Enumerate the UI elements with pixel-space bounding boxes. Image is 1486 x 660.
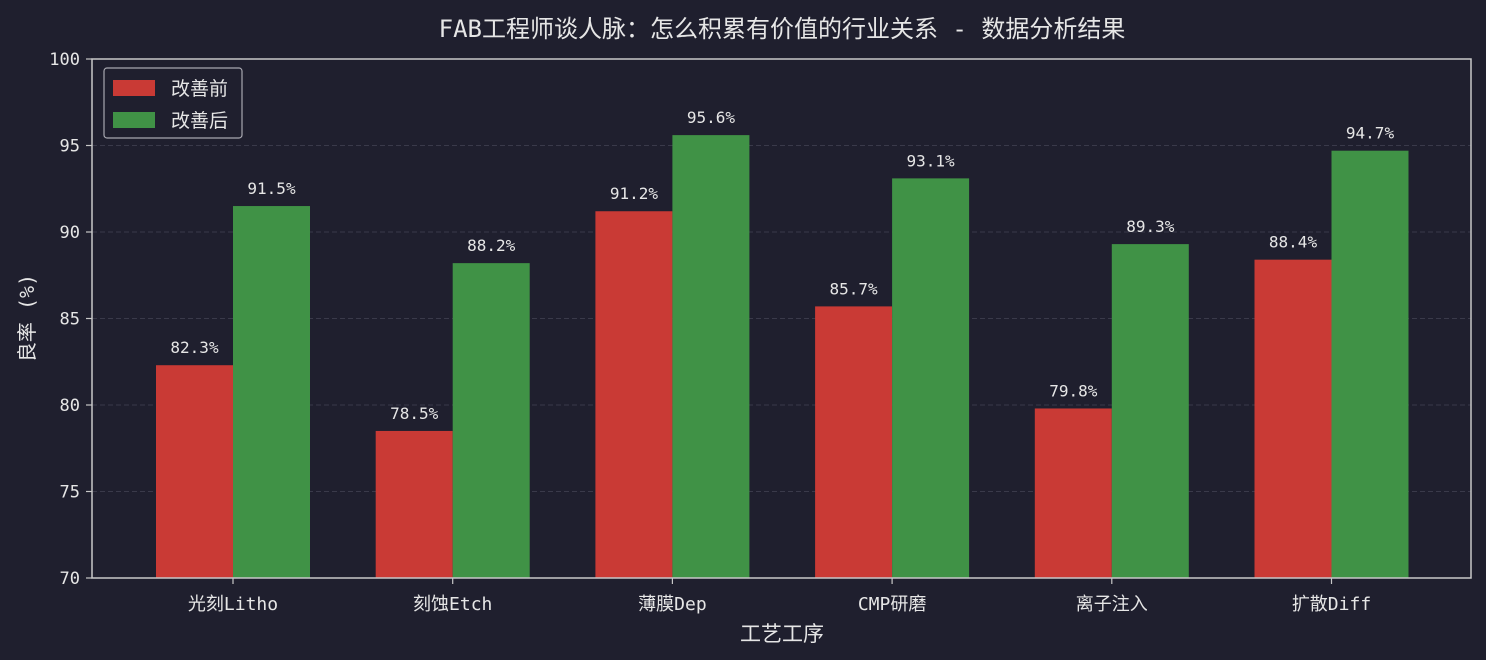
bar-after [233,206,310,579]
data-label: 88.4% [1269,233,1318,252]
bar-after [892,178,970,578]
y-tick-label: 85 [60,310,80,330]
data-label: 82.3% [170,338,219,357]
y-axis-label: 良率 (%) [15,274,39,362]
data-label: 93.1% [907,151,956,170]
bar-before [1254,259,1332,578]
legend-swatch-before [113,80,155,96]
y-tick-label: 70 [60,569,80,589]
bar-before [375,430,453,578]
x-axis-ticks: 光刻Litho 刻蚀Etch 薄膜Dep CMP研磨 离子注入 扩散Diff [188,578,1371,615]
x-tick-label: 离子注入 [1076,594,1148,615]
bar-before [595,211,673,579]
bar-after [1331,150,1409,578]
legend-label-before: 改善前 [171,78,228,100]
data-label: 79.8% [1049,381,1098,400]
y-tick-label: 90 [60,223,80,243]
y-tick-label: 75 [60,483,80,503]
data-label: 88.2% [467,236,516,255]
bar-after [1111,244,1189,579]
bar-after [452,263,530,578]
data-label: 95.6% [687,108,736,127]
x-tick-label: 刻蚀Etch [413,594,492,615]
legend-label-after: 改善后 [171,110,228,132]
y-tick-label: 80 [60,396,80,416]
data-label: 91.2% [610,184,659,203]
data-labels: 82.3% 91.5% 78.5% 88.2% 91.2% 95.6% 85.7% 93.1%… [170,108,1394,423]
data-label: 94.7% [1346,124,1395,143]
legend-swatch-after [113,112,155,128]
x-tick-label: 光刻Litho [188,594,278,615]
data-label: 78.5% [390,404,439,423]
y-tick-label: 100 [49,50,80,70]
data-label: 89.3% [1126,217,1175,236]
bar-before [815,306,893,578]
y-tick-label: 95 [60,137,80,157]
x-tick-label: 扩散Diff [1292,594,1371,615]
bar-before [1034,408,1112,578]
chart-title: FAB工程师谈人脉：怎么积累有价值的行业关系 - 数据分析结果 [439,15,1126,43]
bar-before [156,365,233,578]
bars [156,135,1409,579]
grid-lines [92,145,1471,492]
legend: 改善前 改善后 [103,67,243,139]
x-tick-label: 薄膜Dep [638,594,707,615]
x-axis-label: 工艺工序 [740,622,824,646]
y-axis-ticks: 70 75 80 85 90 95 100 [49,50,92,589]
data-label: 91.5% [247,179,296,198]
data-label: 85.7% [830,279,879,298]
x-tick-label: CMP研磨 [858,594,927,615]
bar-after [672,135,750,578]
